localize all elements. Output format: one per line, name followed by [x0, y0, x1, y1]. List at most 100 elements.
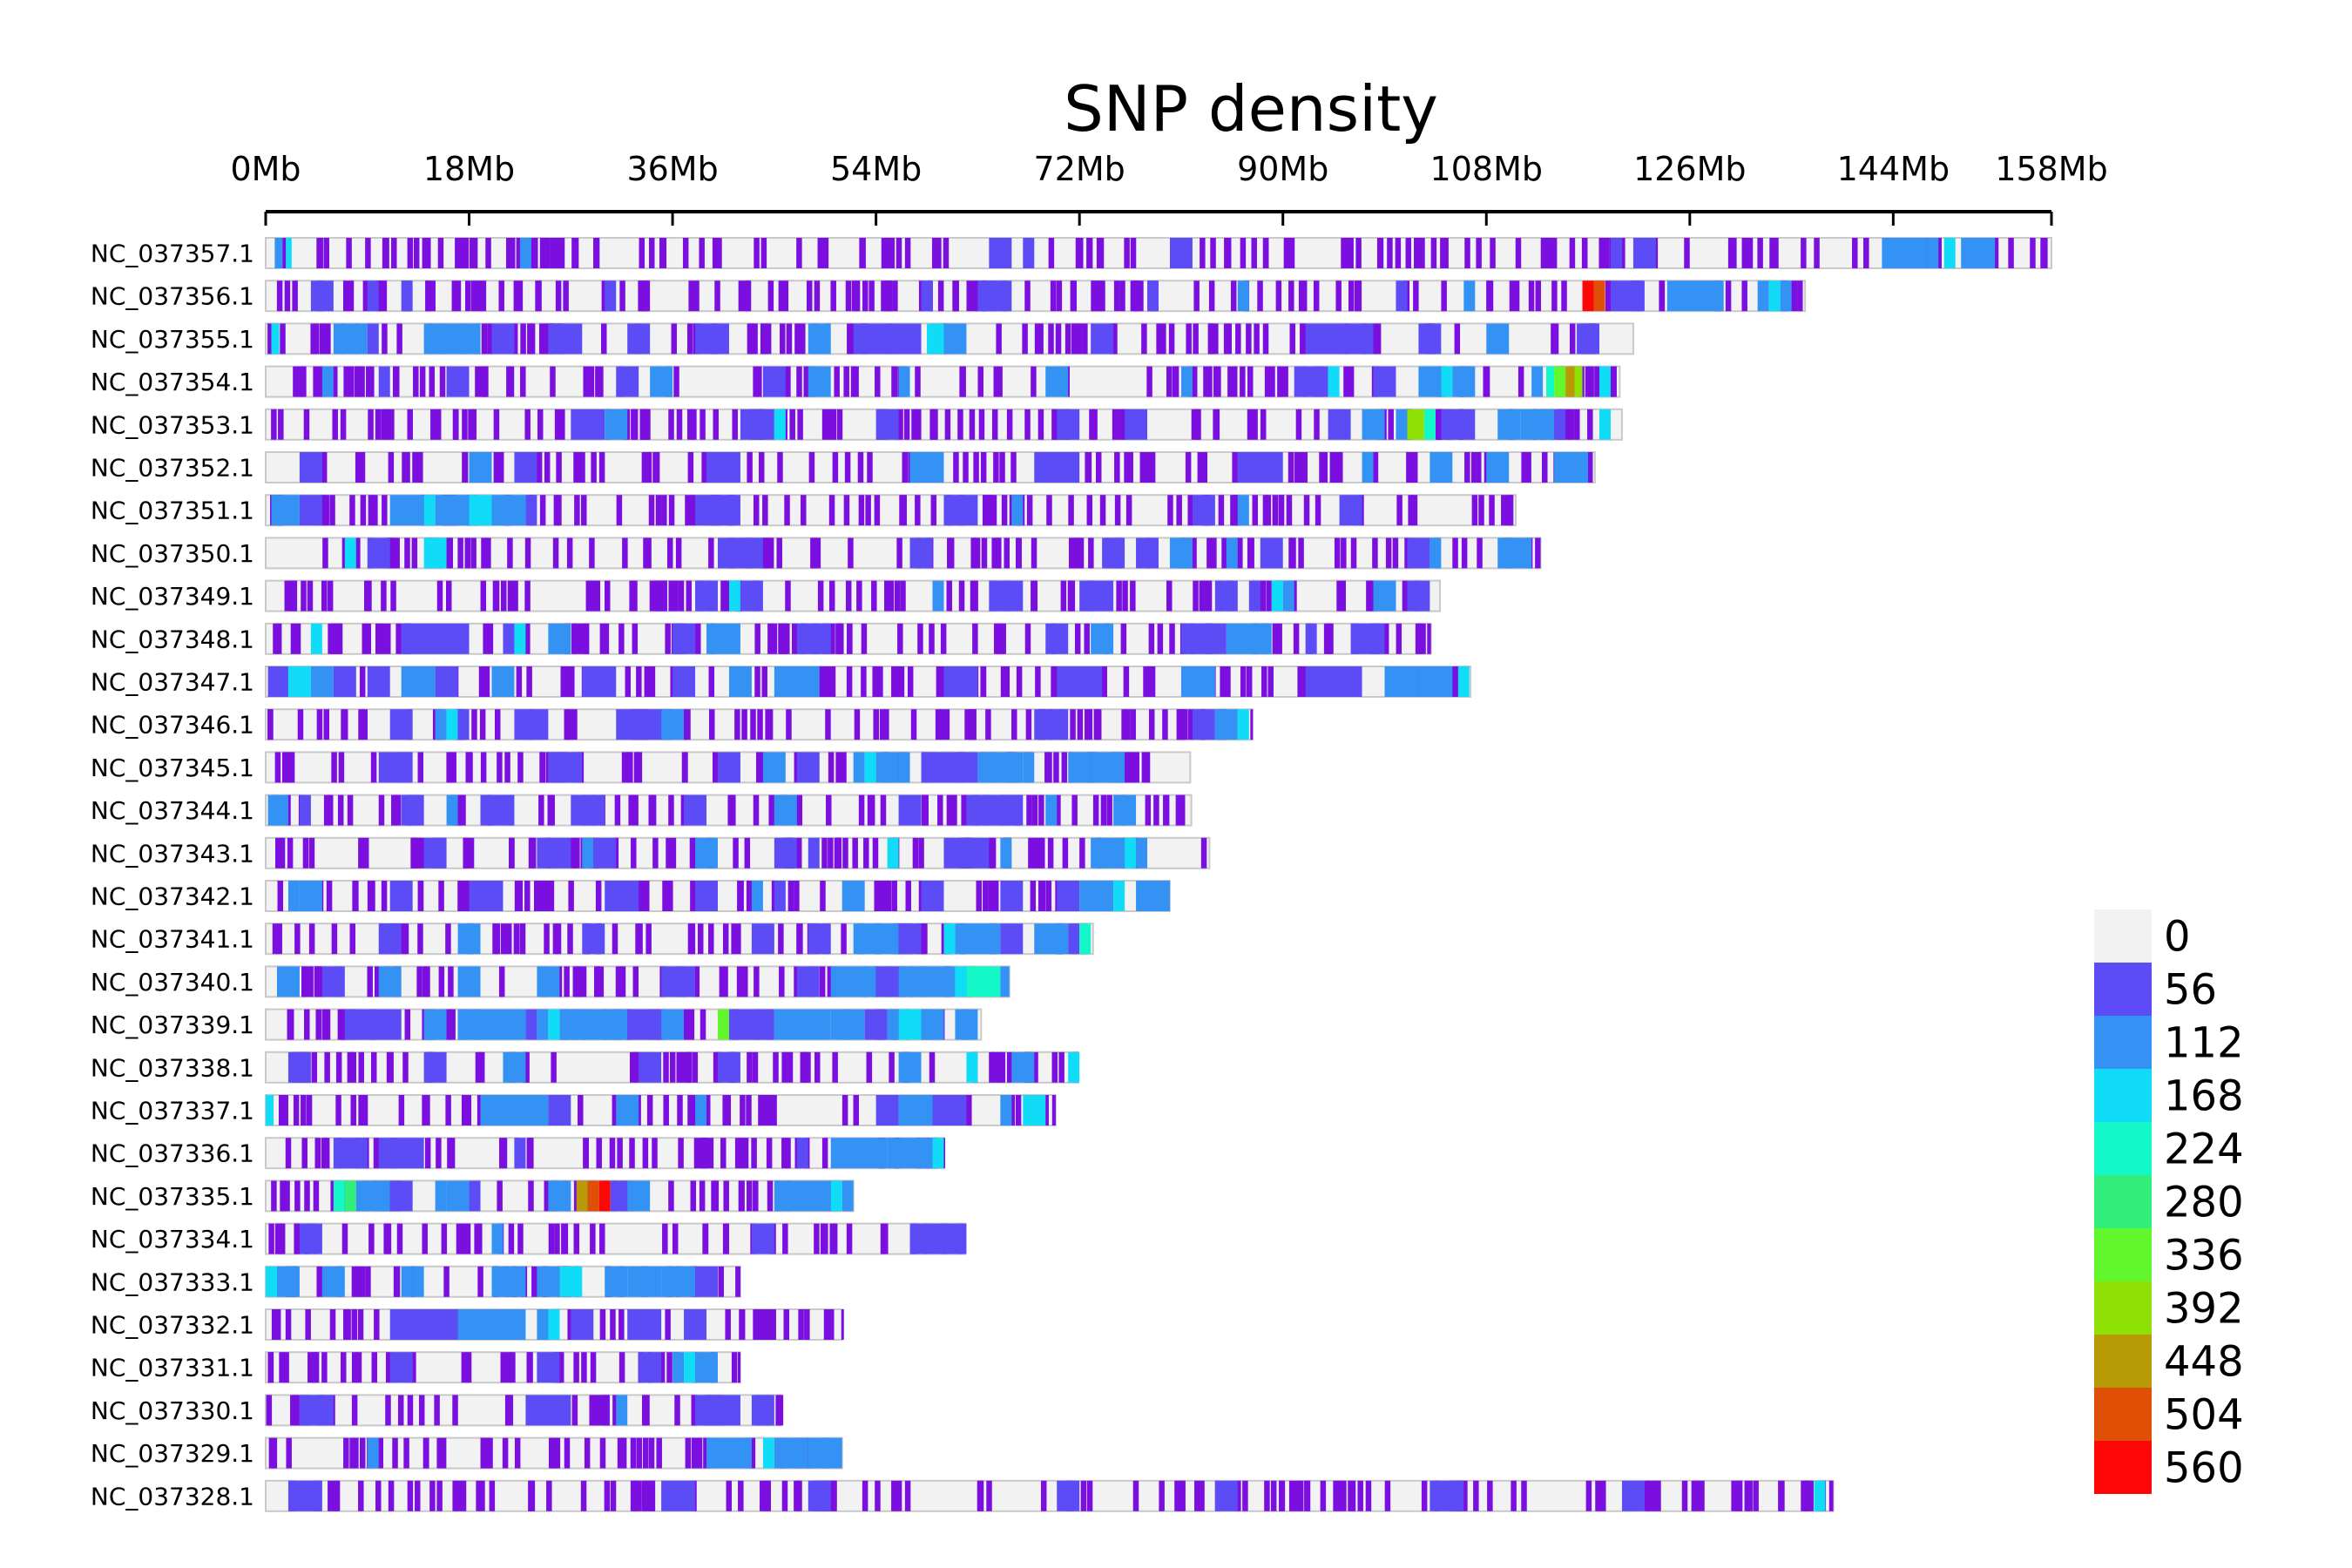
snp-stripe	[1061, 752, 1068, 783]
snp-stripe	[787, 1051, 794, 1083]
snp-stripe	[1139, 452, 1146, 483]
density-segment	[469, 881, 504, 911]
snp-stripe	[758, 1095, 764, 1125]
snp-stripe	[327, 580, 334, 612]
density-segment	[728, 666, 752, 697]
density-segment	[966, 1051, 978, 1083]
snp-stripe	[821, 666, 828, 697]
density-segment	[1497, 409, 1521, 440]
density-segment	[1407, 409, 1424, 440]
snp-stripe	[1250, 709, 1254, 740]
density-segment	[299, 1395, 334, 1426]
density-segment	[627, 1266, 662, 1297]
density-segment	[1305, 666, 1362, 697]
snp-stripe	[1122, 752, 1129, 783]
snp-stripe	[767, 537, 774, 569]
snp-stripe	[335, 1095, 341, 1125]
density-segment	[1407, 580, 1430, 612]
snp-stripe	[524, 580, 531, 612]
snp-stripe	[412, 452, 418, 483]
snp-stripe	[643, 537, 649, 569]
snp-stripe	[718, 1266, 724, 1297]
snp-stripe	[462, 881, 468, 911]
snp-stripe	[966, 280, 972, 312]
snp-stripe	[1068, 537, 1075, 569]
snp-stripe	[665, 623, 671, 654]
snp-stripe	[1801, 238, 1807, 268]
snp-stripe	[1148, 666, 1154, 697]
density-segment	[587, 1180, 599, 1212]
snp-stripe	[422, 1223, 428, 1254]
snp-stripe	[395, 623, 402, 654]
snp-stripe	[372, 495, 378, 526]
snp-stripe	[1034, 323, 1041, 355]
density-segment	[1180, 623, 1227, 654]
snp-stripe	[854, 709, 861, 740]
snp-stripe	[1545, 238, 1552, 268]
snp-stripe	[1124, 709, 1131, 740]
density-segment	[480, 794, 515, 826]
snp-stripe	[1808, 1480, 1814, 1511]
snp-stripe	[946, 794, 953, 826]
snp-stripe	[1011, 709, 1017, 740]
density-segment	[909, 1223, 944, 1254]
snp-stripe	[1208, 323, 1214, 355]
snp-stripe	[614, 794, 621, 826]
snp-stripe	[394, 366, 400, 397]
snp-stripe	[347, 1051, 354, 1083]
density-segment	[1486, 452, 1510, 483]
snp-stripe	[591, 580, 597, 612]
snp-stripe	[692, 1051, 699, 1083]
snp-stripe	[983, 495, 989, 526]
snp-stripe	[661, 580, 667, 612]
snp-stripe	[436, 1437, 443, 1469]
snp-stripe	[1176, 495, 1182, 526]
density-segment	[898, 1009, 922, 1040]
snp-stripe	[997, 1051, 1003, 1083]
snp-stripe	[858, 794, 865, 826]
snp-stripe	[517, 280, 524, 312]
snp-stripe	[507, 1395, 514, 1426]
snp-stripe	[760, 1480, 766, 1511]
snp-stripe	[531, 1266, 537, 1297]
snp-stripe	[468, 837, 475, 868]
density-segment	[435, 1180, 447, 1212]
density-segment	[582, 923, 605, 955]
snp-stripe	[791, 623, 798, 654]
snp-stripe	[452, 1395, 458, 1426]
snp-stripe	[589, 537, 595, 569]
snp-stripe	[449, 1009, 456, 1040]
snp-stripe	[1757, 238, 1763, 268]
snp-stripe	[1001, 495, 1008, 526]
snp-stripe	[1741, 238, 1748, 268]
snp-stripe	[856, 580, 862, 612]
snp-stripe	[569, 666, 575, 697]
snp-stripe	[485, 238, 491, 268]
snp-stripe	[871, 580, 877, 612]
density-segment	[423, 537, 447, 569]
snp-stripe	[267, 1352, 274, 1383]
snp-stripe	[280, 323, 286, 355]
snp-stripe	[1187, 709, 1194, 740]
legend-label: 56	[2164, 966, 2217, 1015]
snp-stripe	[668, 409, 674, 440]
density-segment	[796, 1138, 808, 1169]
density-segment	[1757, 280, 1769, 312]
snp-stripe	[835, 837, 841, 868]
snp-stripe	[649, 580, 656, 612]
snp-stripe	[417, 452, 423, 483]
snp-stripe	[830, 280, 836, 312]
snp-stripe	[2008, 238, 2014, 268]
snp-stripe	[1266, 580, 1272, 612]
density-segment	[593, 837, 617, 868]
snp-stripe	[682, 752, 688, 783]
snp-stripe	[479, 1480, 485, 1511]
snp-stripe	[738, 280, 745, 312]
snp-stripe	[678, 1138, 684, 1169]
density-segment	[491, 323, 515, 355]
snp-stripe	[446, 580, 452, 612]
chromosome-label: NC_037335.1	[91, 1182, 254, 1211]
snp-stripe	[570, 837, 577, 868]
snp-stripe	[781, 1138, 787, 1169]
snp-stripe	[374, 1309, 380, 1340]
